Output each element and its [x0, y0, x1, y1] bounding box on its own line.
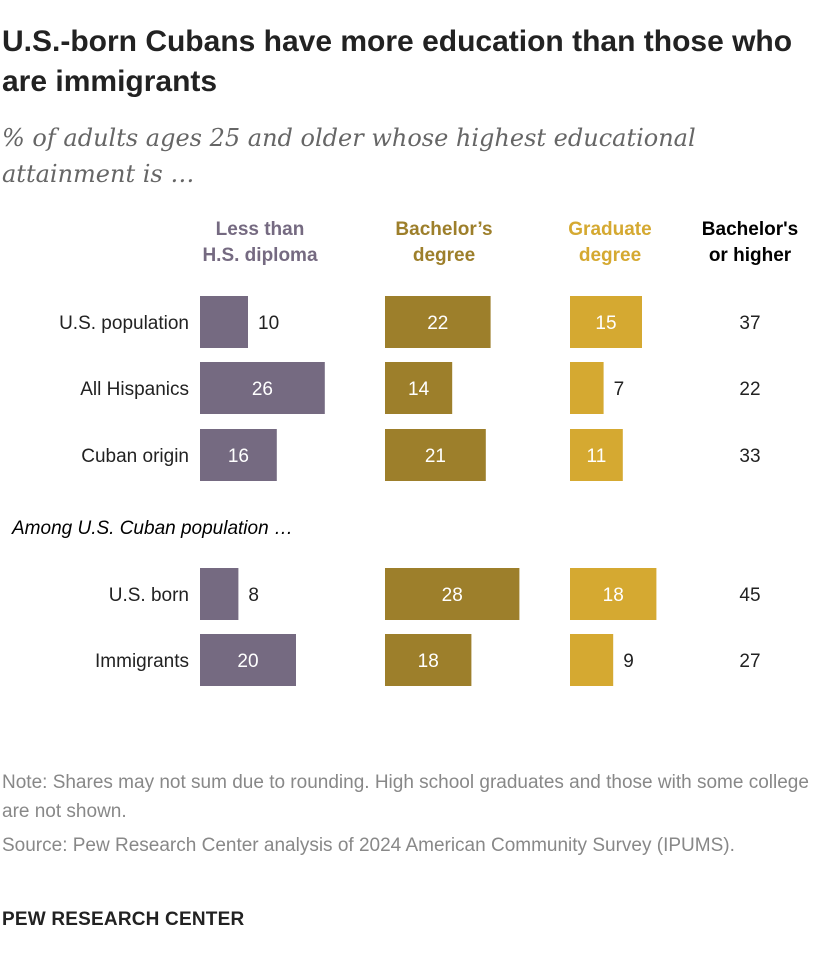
bar-value-label: 18 [603, 585, 624, 606]
column-header-bachelors: degree [413, 245, 475, 266]
bar-value-label: 11 [587, 446, 607, 467]
category-label: Immigrants [95, 651, 189, 672]
bar-value-label: 10 [258, 313, 279, 334]
column-header-less_hs: Less than [216, 219, 305, 240]
bar-value-label: 22 [427, 313, 448, 334]
bachelors-or-higher-value: 22 [739, 379, 760, 400]
column-header-bachelors: Bachelor’s [395, 219, 492, 240]
bar-graduate [570, 296, 642, 348]
bar-less_hs [200, 429, 277, 481]
bar-value-label: 7 [614, 379, 625, 400]
column-header-graduate: degree [579, 245, 641, 266]
bar-value-label: 20 [237, 651, 258, 672]
bar-value-label: 15 [595, 313, 616, 334]
chart-title: U.S.-born Cubans have more education tha… [2, 25, 793, 98]
publisher-footer: PEW RESEARCH CENTER [2, 909, 245, 930]
bar-bachelors [385, 568, 520, 620]
bachelors-or-higher-value: 27 [739, 651, 760, 672]
bar-less_hs [200, 362, 325, 414]
chart-source: Source: Pew Research Center analysis of … [2, 835, 735, 856]
bar-value-label: 21 [425, 446, 446, 467]
category-label: U.S. population [59, 313, 189, 334]
bar-graduate [570, 634, 614, 686]
group-label: Among U.S. Cuban population … [11, 518, 293, 539]
column-header-bachelors_or_higher: Bachelor's [702, 219, 798, 240]
bar-value-label: 9 [623, 651, 634, 672]
bar-value-label: 28 [442, 585, 463, 606]
column-header-bachelors_or_higher: or higher [709, 245, 792, 266]
bar-bachelors [385, 296, 491, 348]
category-label: Cuban origin [81, 446, 189, 467]
bar-bachelors [385, 362, 453, 414]
bar-value-label: 26 [252, 379, 273, 400]
category-label: All Hispanics [80, 379, 189, 400]
bar-value-label: 18 [418, 651, 439, 672]
bar-chart: Less than H.S. diploma Bachelor’s degree Gra… [11, 219, 798, 686]
bar-value-label: 16 [228, 446, 249, 467]
bachelors-or-higher-value: 45 [739, 585, 760, 606]
column-header-graduate: Graduate [568, 219, 651, 240]
bar-less_hs [200, 634, 296, 686]
chart-note: Note: Shares may not sum due to rounding… [2, 772, 809, 822]
bachelors-or-higher-value: 33 [739, 446, 760, 467]
bar-less_hs [200, 296, 248, 348]
bar-value-label: 8 [248, 585, 259, 606]
bar-bachelors [385, 634, 472, 686]
bachelors-or-higher-value: 37 [739, 313, 760, 334]
column-header-less_hs: H.S. diploma [202, 245, 318, 266]
bar-graduate [570, 568, 657, 620]
bar-bachelors [385, 429, 486, 481]
bar-less_hs [200, 568, 239, 620]
category-label: U.S. born [109, 585, 189, 606]
bar-graduate [570, 362, 604, 414]
chart-subtitle: % of adults ages 25 and older whose high… [2, 124, 696, 188]
bar-graduate [570, 429, 623, 481]
bar-value-label: 14 [408, 379, 430, 400]
